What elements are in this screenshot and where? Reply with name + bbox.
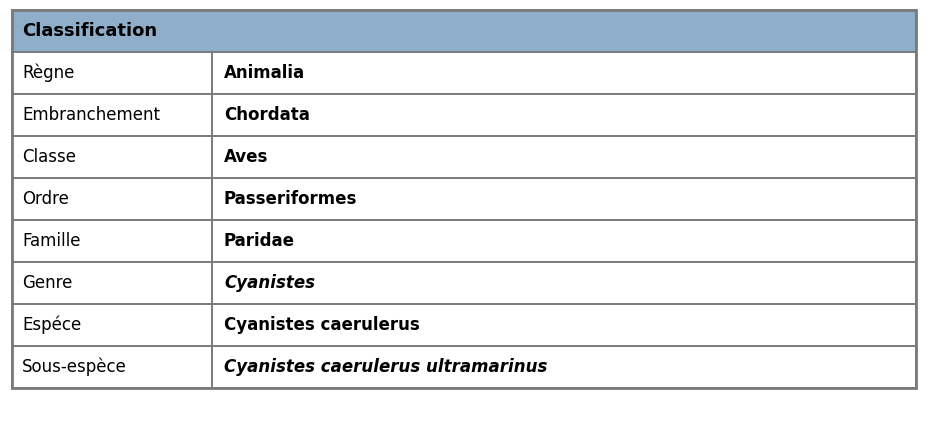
Bar [12, 178, 915, 220]
Bar [211, 178, 915, 220]
Bar [211, 262, 915, 304]
Bar [12, 10, 915, 52]
Bar [12, 94, 211, 136]
Text: Règne: Règne [22, 64, 74, 82]
Bar [12, 262, 211, 304]
Bar [12, 220, 915, 262]
Bar [12, 52, 211, 94]
Bar [12, 304, 211, 346]
Text: Famille: Famille [22, 232, 81, 250]
Bar [211, 94, 915, 136]
Bar [12, 10, 915, 388]
Bar [12, 346, 211, 388]
Bar [211, 52, 915, 94]
Bar [211, 220, 915, 262]
Text: Embranchement: Embranchement [22, 106, 159, 124]
Bar [12, 304, 915, 346]
Text: Aves: Aves [223, 148, 268, 166]
Text: Espéce: Espéce [22, 316, 82, 334]
Bar [12, 262, 915, 304]
Text: Animalia: Animalia [223, 64, 305, 82]
Bar [12, 220, 211, 262]
Text: Cyanistes: Cyanistes [223, 274, 314, 292]
Text: Classe: Classe [22, 148, 76, 166]
Text: Passeriformes: Passeriformes [223, 190, 357, 208]
Bar [211, 304, 915, 346]
Text: Cyanistes caerulerus: Cyanistes caerulerus [223, 316, 419, 334]
Bar [12, 136, 211, 178]
Text: Chordata: Chordata [223, 106, 310, 124]
Bar [211, 346, 915, 388]
Text: Ordre: Ordre [22, 190, 69, 208]
Bar [12, 94, 915, 136]
Bar [12, 52, 915, 94]
Text: Sous-espèce: Sous-espèce [22, 358, 127, 376]
Text: Classification: Classification [22, 22, 157, 40]
Text: Genre: Genre [22, 274, 72, 292]
Bar [12, 178, 211, 220]
Text: Paridae: Paridae [223, 232, 295, 250]
Bar [12, 136, 915, 178]
Bar [12, 346, 915, 388]
Text: Cyanistes caerulerus ultramarinus: Cyanistes caerulerus ultramarinus [223, 358, 547, 376]
Bar [211, 136, 915, 178]
